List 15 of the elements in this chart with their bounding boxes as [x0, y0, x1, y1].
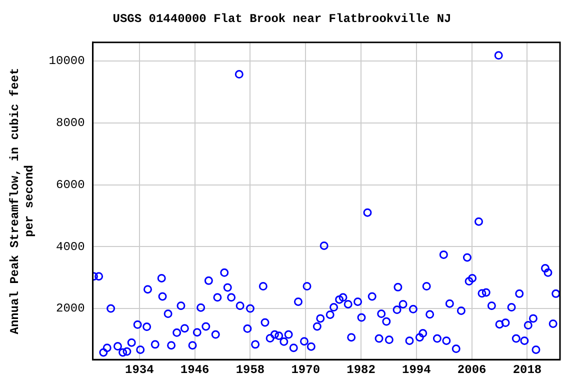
- y-tick-label: 2000: [56, 302, 85, 316]
- x-tick-label: 1994: [402, 362, 431, 377]
- x-tick-label: 2018: [512, 362, 542, 377]
- chart-title: USGS 01440000 Flat Brook near Flatbrookville NJ: [112, 12, 452, 26]
- x-tick-label: 1970: [291, 362, 320, 377]
- x-tick-label: 1958: [236, 362, 265, 377]
- x-tick-label: 2006: [457, 362, 486, 377]
- y-tick-label: 6000: [56, 178, 85, 192]
- y-axis-title: Annual Peak Streamflow, in cubic feet per second: [8, 68, 37, 334]
- y-tick-label: 4000: [56, 240, 85, 254]
- y-tick-label: 10000: [48, 54, 85, 68]
- x-tick-label: 1934: [125, 362, 154, 377]
- x-tick-label: 1946: [180, 362, 210, 377]
- y-tick-label: 8000: [56, 116, 85, 130]
- x-tick-label: 1982: [346, 362, 376, 377]
